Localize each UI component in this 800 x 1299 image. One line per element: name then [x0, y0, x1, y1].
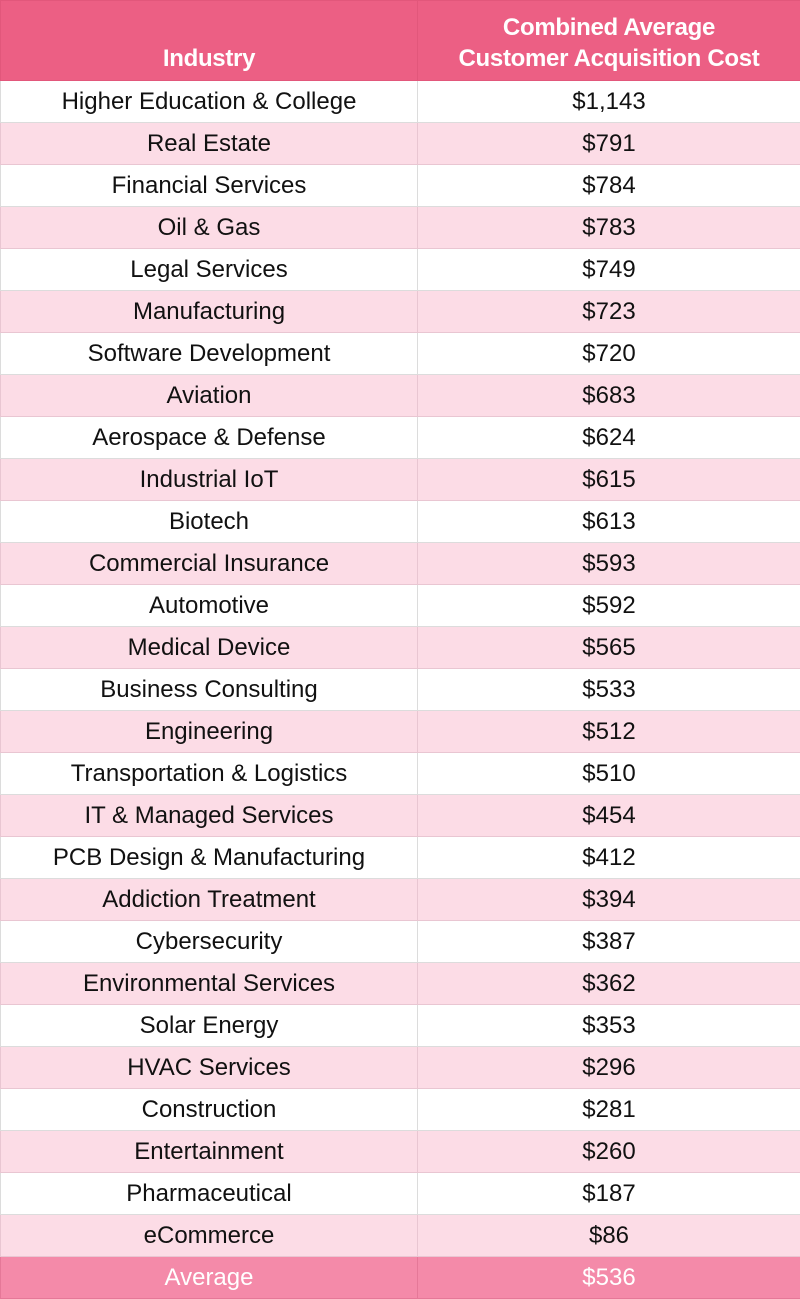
table-row: Transportation & Logistics$510 — [1, 753, 800, 795]
table-row: Medical Device$565 — [1, 627, 800, 669]
cost-cell: $592 — [418, 585, 800, 627]
table-row: IT & Managed Services$454 — [1, 795, 800, 837]
industry-cell: Automotive — [1, 585, 418, 627]
table-row: Biotech$613 — [1, 501, 800, 543]
cost-cell: $512 — [418, 711, 800, 753]
header-cost-line2: Customer Acquisition Cost — [418, 43, 800, 74]
cost-cell: $749 — [418, 249, 800, 291]
table-row: Engineering$512 — [1, 711, 800, 753]
industry-cell: HVAC Services — [1, 1047, 418, 1089]
header-industry-label: Industry — [1, 43, 417, 74]
table-row: Real Estate$791 — [1, 123, 800, 165]
cost-cell: $565 — [418, 627, 800, 669]
industry-cell: Engineering — [1, 711, 418, 753]
table-row: Pharmaceutical$187 — [1, 1173, 800, 1215]
table-row: Commercial Insurance$593 — [1, 543, 800, 585]
industry-cell: Manufacturing — [1, 291, 418, 333]
cost-cell: $593 — [418, 543, 800, 585]
industry-cell: Medical Device — [1, 627, 418, 669]
table-body: Higher Education & College$1,143 Real Es… — [1, 81, 800, 1257]
table-row: Entertainment$260 — [1, 1131, 800, 1173]
cost-cell: $86 — [418, 1215, 800, 1257]
table-row: Business Consulting$533 — [1, 669, 800, 711]
industry-cell: PCB Design & Manufacturing — [1, 837, 418, 879]
table-row: Legal Services$749 — [1, 249, 800, 291]
header-industry: Industry — [1, 1, 418, 81]
cost-cell: $362 — [418, 963, 800, 1005]
industry-cell: Financial Services — [1, 165, 418, 207]
cost-cell: $296 — [418, 1047, 800, 1089]
industry-cell: Construction — [1, 1089, 418, 1131]
header-cost-line1: Combined Average — [418, 12, 800, 43]
table-row: Financial Services$784 — [1, 165, 800, 207]
industry-cell: Pharmaceutical — [1, 1173, 418, 1215]
table-row: HVAC Services$296 — [1, 1047, 800, 1089]
table-row: Industrial IoT$615 — [1, 459, 800, 501]
table-row: eCommerce$86 — [1, 1215, 800, 1257]
table-footer: Average $536 — [1, 1257, 800, 1299]
cost-cell: $613 — [418, 501, 800, 543]
cost-cell: $723 — [418, 291, 800, 333]
cost-cell: $1,143 — [418, 81, 800, 123]
industry-cell: Aviation — [1, 375, 418, 417]
cost-cell: $353 — [418, 1005, 800, 1047]
average-cost: $536 — [418, 1257, 800, 1299]
table-row: Oil & Gas$783 — [1, 207, 800, 249]
table-row: Manufacturing$723 — [1, 291, 800, 333]
industry-cell: Oil & Gas — [1, 207, 418, 249]
industry-cell: Commercial Insurance — [1, 543, 418, 585]
industry-cell: Software Development — [1, 333, 418, 375]
industry-cell: Industrial IoT — [1, 459, 418, 501]
industry-cell: Real Estate — [1, 123, 418, 165]
cost-cell: $720 — [418, 333, 800, 375]
industry-cell: Legal Services — [1, 249, 418, 291]
table-row: Aviation$683 — [1, 375, 800, 417]
cost-cell: $784 — [418, 165, 800, 207]
industry-cell: Higher Education & College — [1, 81, 418, 123]
cost-cell: $624 — [418, 417, 800, 459]
table-row: Software Development$720 — [1, 333, 800, 375]
industry-cell: Solar Energy — [1, 1005, 418, 1047]
industry-cell: Biotech — [1, 501, 418, 543]
cost-cell: $394 — [418, 879, 800, 921]
cost-cell: $533 — [418, 669, 800, 711]
table-row: Addiction Treatment$394 — [1, 879, 800, 921]
table-row: Aerospace & Defense$624 — [1, 417, 800, 459]
header-cost: Combined Average Customer Acquisition Co… — [418, 1, 800, 81]
table-row: Environmental Services$362 — [1, 963, 800, 1005]
cost-cell: $783 — [418, 207, 800, 249]
table-row: Construction$281 — [1, 1089, 800, 1131]
cost-cell: $791 — [418, 123, 800, 165]
industry-cell: Cybersecurity — [1, 921, 418, 963]
table-row: Automotive$592 — [1, 585, 800, 627]
table-row: Higher Education & College$1,143 — [1, 81, 800, 123]
cost-cell: $281 — [418, 1089, 800, 1131]
table-row: Cybersecurity$387 — [1, 921, 800, 963]
cost-cell: $510 — [418, 753, 800, 795]
header-row: Industry Combined Average Customer Acqui… — [1, 1, 800, 81]
average-label: Average — [1, 1257, 418, 1299]
table-header: Industry Combined Average Customer Acqui… — [1, 1, 800, 81]
cost-cell: $387 — [418, 921, 800, 963]
cost-cell: $615 — [418, 459, 800, 501]
average-row: Average $536 — [1, 1257, 800, 1299]
table-row: Solar Energy$353 — [1, 1005, 800, 1047]
cost-cell: $187 — [418, 1173, 800, 1215]
industry-cell: Environmental Services — [1, 963, 418, 1005]
cost-cell: $454 — [418, 795, 800, 837]
cost-cell: $412 — [418, 837, 800, 879]
industry-cell: IT & Managed Services — [1, 795, 418, 837]
industry-cell: Transportation & Logistics — [1, 753, 418, 795]
table-row: PCB Design & Manufacturing$412 — [1, 837, 800, 879]
industry-cell: eCommerce — [1, 1215, 418, 1257]
industry-cell: Entertainment — [1, 1131, 418, 1173]
industry-cell: Aerospace & Defense — [1, 417, 418, 459]
industry-cell: Addiction Treatment — [1, 879, 418, 921]
cost-cell: $683 — [418, 375, 800, 417]
cost-cell: $260 — [418, 1131, 800, 1173]
industry-cell: Business Consulting — [1, 669, 418, 711]
